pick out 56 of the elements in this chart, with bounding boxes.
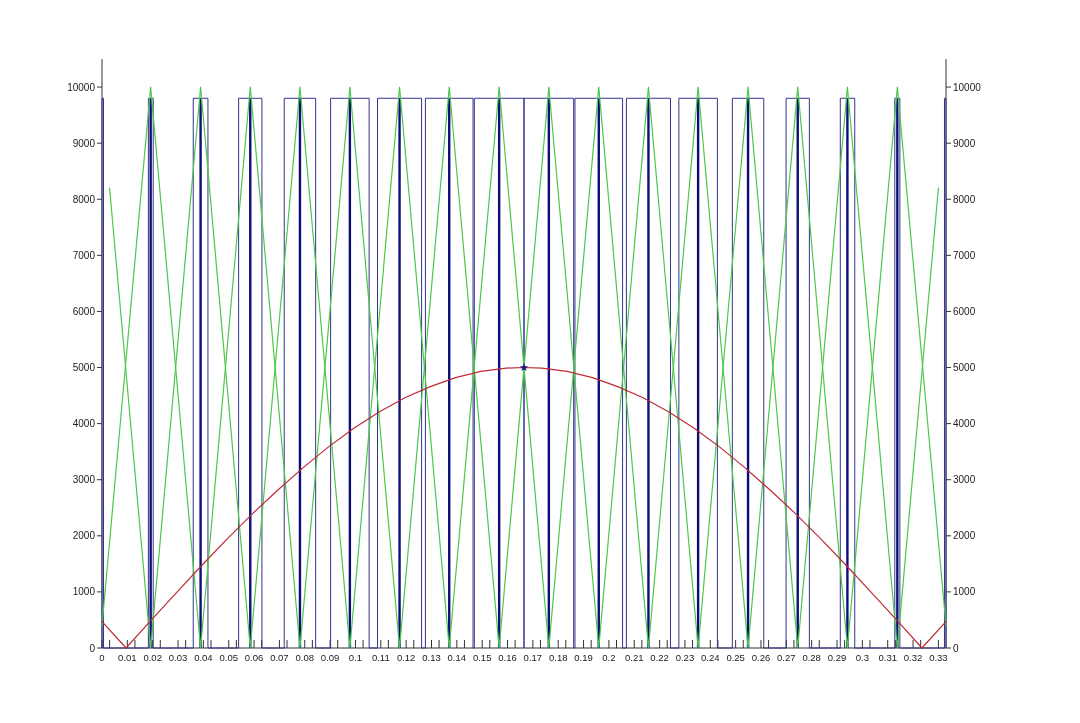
y2-tick-label: 6000 (953, 305, 976, 317)
y2-tick-label: 0 (953, 642, 959, 654)
x-tick-label: 0.2 (602, 652, 616, 663)
y2-tick-label: 9000 (953, 137, 976, 149)
x-tick-label: 0.06 (244, 652, 264, 663)
x-tick-label: 0.11 (371, 652, 390, 663)
x-tick-label: 0.19 (574, 652, 593, 663)
x-tick-label: 0.28 (802, 652, 821, 663)
x-tick-label: 0.21 (625, 652, 644, 663)
x-tick-label: 0.17 (523, 652, 543, 663)
y2-tick-label: 1000 (953, 586, 976, 598)
x-tick-label: 0.22 (650, 652, 669, 663)
y2-tick-label: 4000 (953, 418, 976, 430)
x-tick-label: 0.33 (929, 652, 948, 663)
x-tick-label: 0.08 (295, 652, 315, 663)
y-tick-label: 7000 (72, 249, 96, 261)
x-tick-label: 0.14 (447, 652, 467, 663)
x-tick-label: 0.04 (194, 652, 213, 663)
x-tick-label: 0 (99, 652, 105, 663)
x-tick-label: 0.16 (498, 652, 517, 663)
x-tick-label: 0.23 (675, 652, 695, 663)
x-tick-label: 0.31 (878, 652, 897, 663)
x-tick-label: 0.13 (422, 652, 441, 663)
x-tick-label: 0.27 (777, 652, 796, 663)
y-tick-label: 10000 (67, 81, 96, 93)
y2-tick-label: 10000 (953, 81, 982, 93)
y2-tick-label: 3000 (953, 474, 976, 486)
x-tick-label: 0.24 (701, 652, 720, 663)
x-tick-label: 0.03 (168, 652, 188, 663)
x-tick-label: 0.25 (726, 652, 745, 663)
y2-tick-label: 5000 (953, 362, 976, 374)
y-tick-label: 9000 (72, 137, 96, 149)
x-tick-label: 0.02 (143, 652, 162, 663)
x-tick-label: 0.18 (548, 652, 568, 663)
x-tick-label: 0.29 (827, 652, 847, 663)
x-tick-label: 0.32 (903, 652, 923, 663)
x-tick-label: 0.15 (472, 652, 492, 663)
y2-tick-label: 2000 (953, 530, 976, 542)
y2-tick-label: 7000 (953, 249, 976, 261)
x-tick-label: 0.01 (118, 652, 137, 663)
y-tick-label: 2000 (72, 530, 96, 542)
x-tick-label: 0.12 (396, 652, 416, 663)
x-tick-label: 0.1 (348, 652, 363, 663)
x-tick-label: 0.05 (219, 652, 238, 663)
y-tick-label: 5000 (72, 362, 96, 374)
y-tick-label: 4000 (72, 418, 96, 430)
x-tick-label: 0.26 (751, 652, 771, 663)
y-tick-label: 6000 (72, 305, 96, 317)
x-tick-label: 0.07 (270, 652, 289, 663)
y-tick-label: 8000 (72, 193, 96, 205)
y-tick-label: 3000 (72, 474, 96, 486)
y2-tick-label: 8000 (953, 193, 976, 205)
x-tick-label: 0.09 (320, 652, 340, 663)
y-tick-label: 0 (89, 642, 96, 654)
y-tick-label: 1000 (72, 586, 96, 598)
x-tick-label: 0.3 (855, 652, 869, 663)
